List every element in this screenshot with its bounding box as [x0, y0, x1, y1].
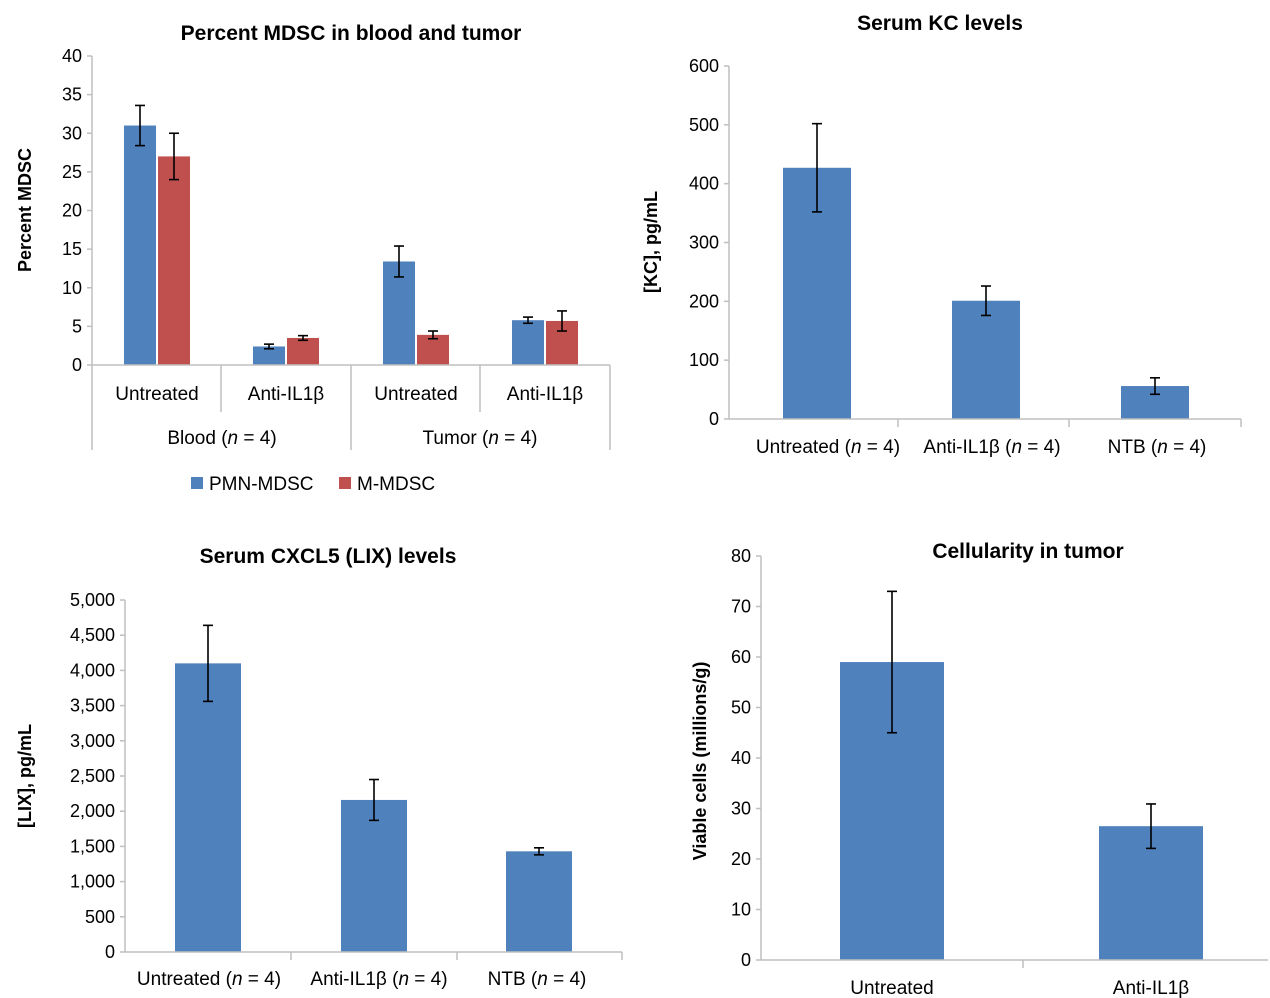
chart2-category-label: NTB (n = 4) — [1108, 437, 1207, 458]
chart1-y-tick-label: 0 — [72, 355, 82, 375]
chart3-y-axis-label: [LIX], pg/mL — [15, 724, 35, 828]
chart1-group-label-tumor: Tumor (n = 4) — [423, 428, 538, 449]
chart3-y-tick-label: 0 — [105, 942, 115, 962]
chart2-bars — [783, 122, 1189, 419]
chart1-y-tick-label: 40 — [62, 46, 82, 66]
chart1-y-tick-label: 35 — [62, 85, 82, 105]
legend-label-m-mdsc: M-MDSC — [357, 474, 435, 495]
chart4-category-label: Untreated — [850, 978, 933, 998]
chart2-y-tick-label: 500 — [689, 115, 719, 135]
chart-serum-lix: Serum CXCL5 (LIX) levels [LIX], pg/mL 0 5… — [15, 545, 623, 990]
chart1-y-tick-label: 20 — [62, 201, 82, 221]
chart1-group-label-blood: Blood (n = 4) — [167, 428, 276, 449]
chart4-bars — [840, 590, 1203, 960]
chart2-category-label: Anti-IL1β (n = 4) — [923, 437, 1060, 458]
chart4-y-tick-label: 60 — [731, 647, 751, 667]
chart2-y-axis-label: [KC], pg/mL — [641, 191, 661, 293]
chart3-bar — [175, 663, 241, 952]
chart2-y-tick-label: 300 — [689, 233, 719, 253]
chart4-y-tick-label: 30 — [731, 799, 751, 819]
chart3-category-label: Untreated (n = 4) — [137, 969, 281, 990]
chart3-y-tick-label: 2,500 — [70, 766, 115, 786]
chart4-y-axis-label: Viable cells (millions/g) — [690, 662, 710, 861]
chart3-y-ticks: 0 500 1,000 1,500 2,000 2,500 3,000 3,500 4,000 4… — [70, 590, 125, 962]
legend-swatch-m-mdsc — [339, 477, 351, 489]
chart3-y-tick-label: 4,000 — [70, 660, 115, 680]
chart1-y-tick-label: 5 — [72, 316, 82, 336]
chart3-y-tick-label: 4,500 — [70, 625, 115, 645]
chart2-bar — [952, 300, 1020, 419]
chart4-y-tick-label: 40 — [731, 748, 751, 768]
chart1-category-label: Anti-IL1β — [507, 384, 583, 405]
chart3-bar — [506, 851, 572, 952]
chart1-y-tick-label: 10 — [62, 278, 82, 298]
chart1-y-tick-label: 15 — [62, 239, 82, 259]
chart1-category-label: Untreated — [374, 384, 457, 405]
chart1-bar — [512, 320, 544, 365]
chart1-bar — [417, 334, 449, 365]
chart1-bar — [287, 337, 319, 365]
chart2-title: Serum KC levels — [857, 12, 1023, 35]
chart4-category-label: Anti-IL1β — [1113, 978, 1189, 998]
chart-serum-kc: Serum KC levels [KC], pg/mL 0 100 200 300 40… — [641, 12, 1242, 458]
chart4-y-tick-label: 50 — [731, 698, 751, 718]
chart1-y-axis-label: Percent MDSC — [15, 148, 35, 272]
chart1-bar — [158, 156, 190, 365]
chart1-y-tick-label: 30 — [62, 123, 82, 143]
chart3-y-tick-label: 5,000 — [70, 590, 115, 610]
chart2-category-label: Untreated (n = 4) — [756, 437, 900, 458]
chart1-bar — [124, 125, 156, 366]
chart1-bars — [124, 104, 578, 366]
chart3-bar — [341, 799, 407, 952]
chart2-y-tick-label: 200 — [689, 291, 719, 311]
chart1-category-label: Anti-IL1β — [248, 384, 324, 405]
chart3-y-tick-label: 2,000 — [70, 801, 115, 821]
chart3-category-label: NTB (n = 4) — [488, 969, 587, 990]
chart4-title: Cellularity in tumor — [932, 540, 1123, 563]
chart3-y-tick-label: 3,000 — [70, 731, 115, 751]
chart3-bars — [175, 624, 572, 952]
chart-percent-mdsc: Percent MDSC in blood and tumor Percent … — [15, 22, 611, 495]
chart4-y-tick-label: 20 — [731, 849, 751, 869]
chart2-y-tick-label: 0 — [709, 409, 719, 429]
chart1-bar — [253, 346, 285, 365]
chart4-y-tick-label: 0 — [741, 950, 751, 970]
chart1-bar — [383, 261, 415, 365]
chart4-y-ticks: 0 10 20 30 40 50 60 70 80 — [731, 546, 761, 970]
chart4-y-tick-label: 80 — [731, 546, 751, 566]
legend-swatch-pmn-mdsc — [191, 477, 203, 489]
chart-cellularity: Cellularity in tumor Viable cells (milli… — [690, 540, 1268, 998]
chart4-y-tick-label: 10 — [731, 900, 751, 920]
chart2-y-tick-label: 600 — [689, 56, 719, 76]
chart1-category-label: Untreated — [115, 384, 198, 405]
chart3-category-label: Anti-IL1β (n = 4) — [310, 969, 447, 990]
chart2-y-ticks: 0 100 200 300 400 500 600 — [689, 56, 729, 429]
chart3-title: Serum CXCL5 (LIX) levels — [200, 545, 457, 568]
chart1-y-tick-label: 25 — [62, 162, 82, 182]
legend-label-pmn-mdsc: PMN-MDSC — [209, 474, 314, 495]
chart1-y-ticks: 0 5 10 15 20 25 30 35 40 — [62, 46, 92, 375]
chart3-y-tick-label: 500 — [85, 907, 115, 927]
chart3-y-tick-label: 1,000 — [70, 872, 115, 892]
chart1-title: Percent MDSC in blood and tumor — [181, 22, 522, 45]
chart3-y-tick-label: 1,500 — [70, 836, 115, 856]
chart2-y-tick-label: 100 — [689, 350, 719, 370]
chart2-y-tick-label: 400 — [689, 174, 719, 194]
chart4-y-tick-label: 70 — [731, 597, 751, 617]
chart3-y-tick-label: 3,500 — [70, 696, 115, 716]
chart1-legend: PMN-MDSC M-MDSC — [191, 474, 435, 495]
